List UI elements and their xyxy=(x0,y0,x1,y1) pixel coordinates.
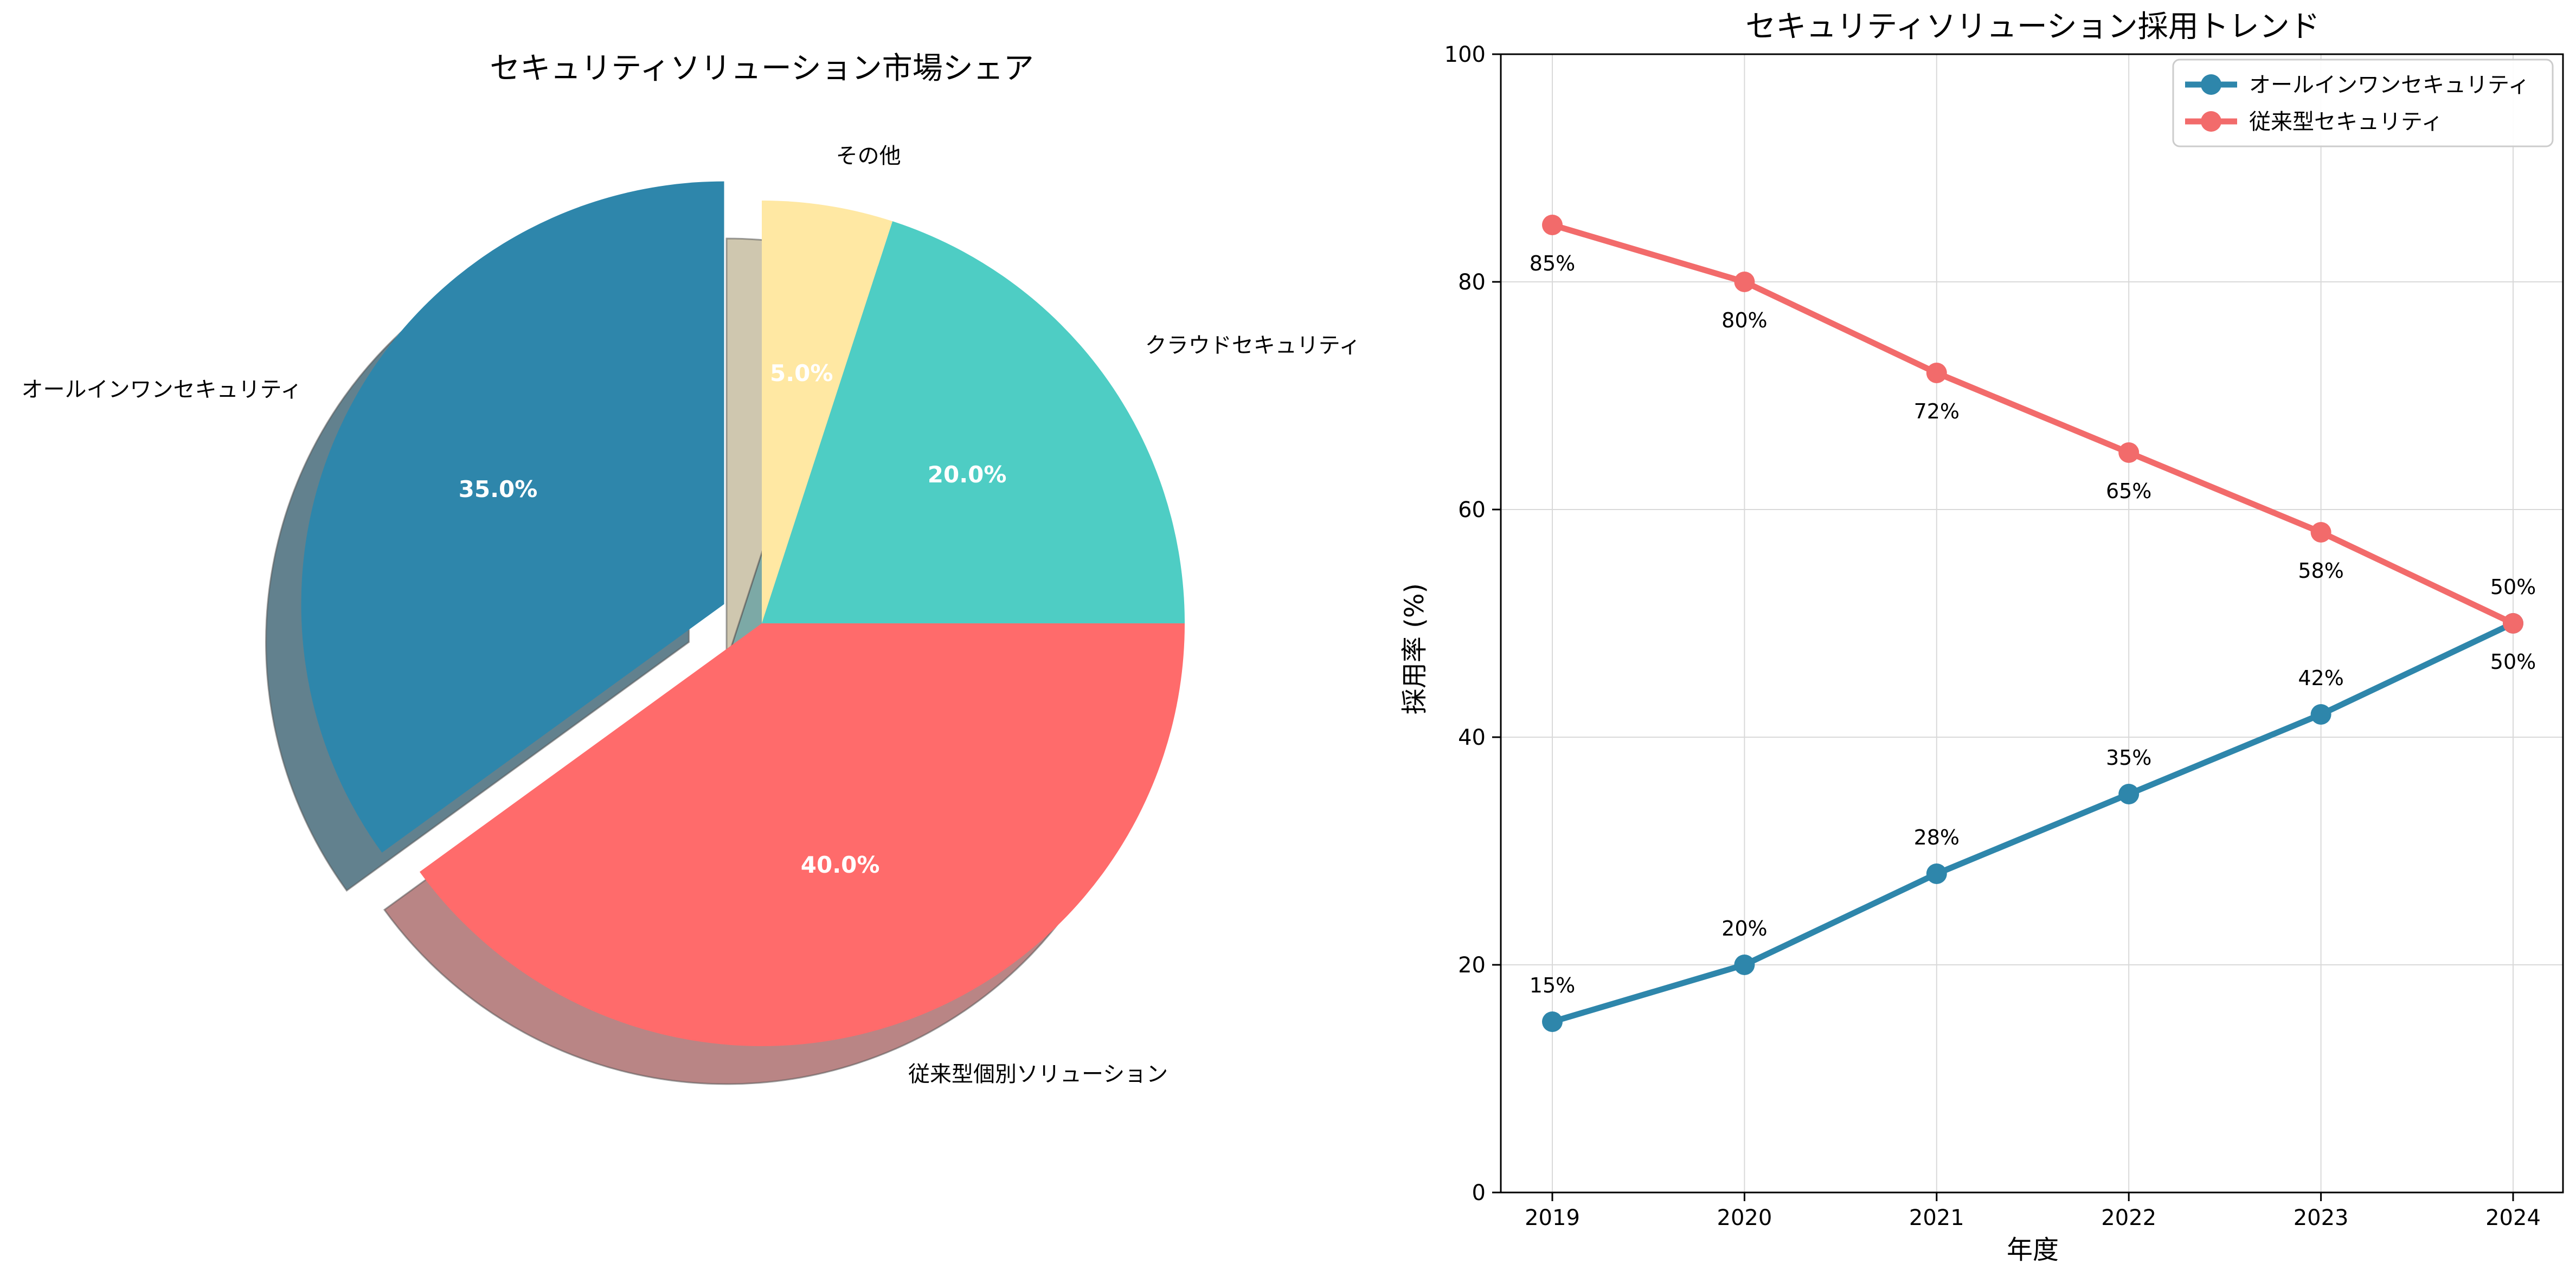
series-marker xyxy=(1542,215,1563,235)
pie-title: セキュリティソリューション市場シェア xyxy=(490,51,1034,86)
plot-frame xyxy=(1500,53,2564,1194)
data-label: 42% xyxy=(2298,666,2343,690)
x-tick-label: 2022 xyxy=(2101,1205,2156,1230)
series-marker xyxy=(1734,955,1755,975)
series-marker xyxy=(2310,704,2331,725)
data-label: 80% xyxy=(1721,308,1767,332)
series-marker xyxy=(2310,522,2331,543)
x-tick-label: 2023 xyxy=(2294,1205,2349,1230)
pie-slice-label: クラウドセキュリティ xyxy=(1145,333,1361,358)
y-tick-label: 60 xyxy=(1458,498,1486,523)
pie-slice-percent: 40.0% xyxy=(801,852,880,878)
legend-swatch-marker xyxy=(2201,111,2221,132)
legend-swatch-marker xyxy=(2201,74,2221,95)
pie-slice-label: オールインワンセキュリティ xyxy=(22,377,303,402)
data-label: 72% xyxy=(1914,399,1960,423)
data-label: 20% xyxy=(1721,917,1767,940)
pie-slice xyxy=(762,201,893,623)
x-tick-label: 2020 xyxy=(1717,1205,1772,1230)
pie-slice-label: その他 xyxy=(836,144,901,169)
data-label: 35% xyxy=(2106,746,2151,770)
pie-slices xyxy=(301,181,1185,1046)
data-label: 15% xyxy=(1530,973,1575,997)
data-label: 65% xyxy=(2106,479,2151,503)
y-tick-label: 40 xyxy=(1458,725,1486,750)
legend-box xyxy=(2172,59,2554,147)
data-label: 85% xyxy=(1530,252,1575,275)
pie-slice xyxy=(762,221,1185,623)
y-tick-label: 20 xyxy=(1458,953,1486,978)
line-title: セキュリティソリューション採用トレンド xyxy=(1745,9,2320,44)
pie-slice-percent: 20.0% xyxy=(928,461,1007,488)
data-label: 58% xyxy=(2298,559,2343,583)
series-marker xyxy=(1542,1011,1563,1032)
pie-chart: セキュリティソリューション市場シェア オールインワンセキュリティ 35.0% 従来型… xyxy=(22,51,1361,1087)
pie-slice-percent: 35.0% xyxy=(459,476,538,502)
pie-slice xyxy=(301,181,724,853)
data-label: 50% xyxy=(2490,650,2536,674)
series-marker xyxy=(1734,272,1755,292)
series-marker xyxy=(1926,863,1947,884)
series-marker xyxy=(1926,363,1947,383)
series-line xyxy=(1549,620,2516,1025)
x-axis-label: 年度 xyxy=(2007,1235,2059,1265)
pie-labels: オールインワンセキュリティ 35.0% 従来型個別ソリューション 40.0% クラウドセ… xyxy=(22,144,1361,1087)
line-chart: セキュリティソリューション採用トレンド 0 20 40 60 80 100 2019 2020… xyxy=(1399,9,2564,1265)
series-marker xyxy=(2503,613,2523,634)
axes: 0 20 40 60 80 100 2019 2020 2021 2022 2023 2024 xyxy=(1444,42,2564,1230)
legend-entry: 従来型セキュリティ xyxy=(2249,109,2443,134)
y-axis-label: 採用率 (%) xyxy=(1399,583,1430,714)
pie-slice xyxy=(419,623,1185,1046)
series-marker xyxy=(2118,442,2140,463)
series-marker xyxy=(2118,784,2140,804)
data-label: 28% xyxy=(1914,826,1960,849)
pie-slice-label: 従来型個別ソリューション xyxy=(908,1062,1168,1087)
y-tick-label: 100 xyxy=(1444,42,1486,67)
legend-entry: オールインワンセキュリティ xyxy=(2249,73,2530,98)
y-tick-label: 80 xyxy=(1458,270,1486,295)
x-tick-label: 2024 xyxy=(2485,1205,2541,1230)
series-line xyxy=(1549,222,2516,627)
pie-slice-percent: 5.0% xyxy=(770,360,833,386)
x-tick-label: 2019 xyxy=(1525,1205,1580,1230)
data-labels: 15% 20% 28% 35% 42% 50% 85% 80% 72% 65% 58% 50% xyxy=(1530,252,2536,997)
series-lines xyxy=(1542,215,2523,1032)
data-label: 50% xyxy=(2490,575,2536,599)
y-tick-label: 0 xyxy=(1472,1181,1486,1205)
x-tick-label: 2021 xyxy=(1909,1205,1964,1230)
